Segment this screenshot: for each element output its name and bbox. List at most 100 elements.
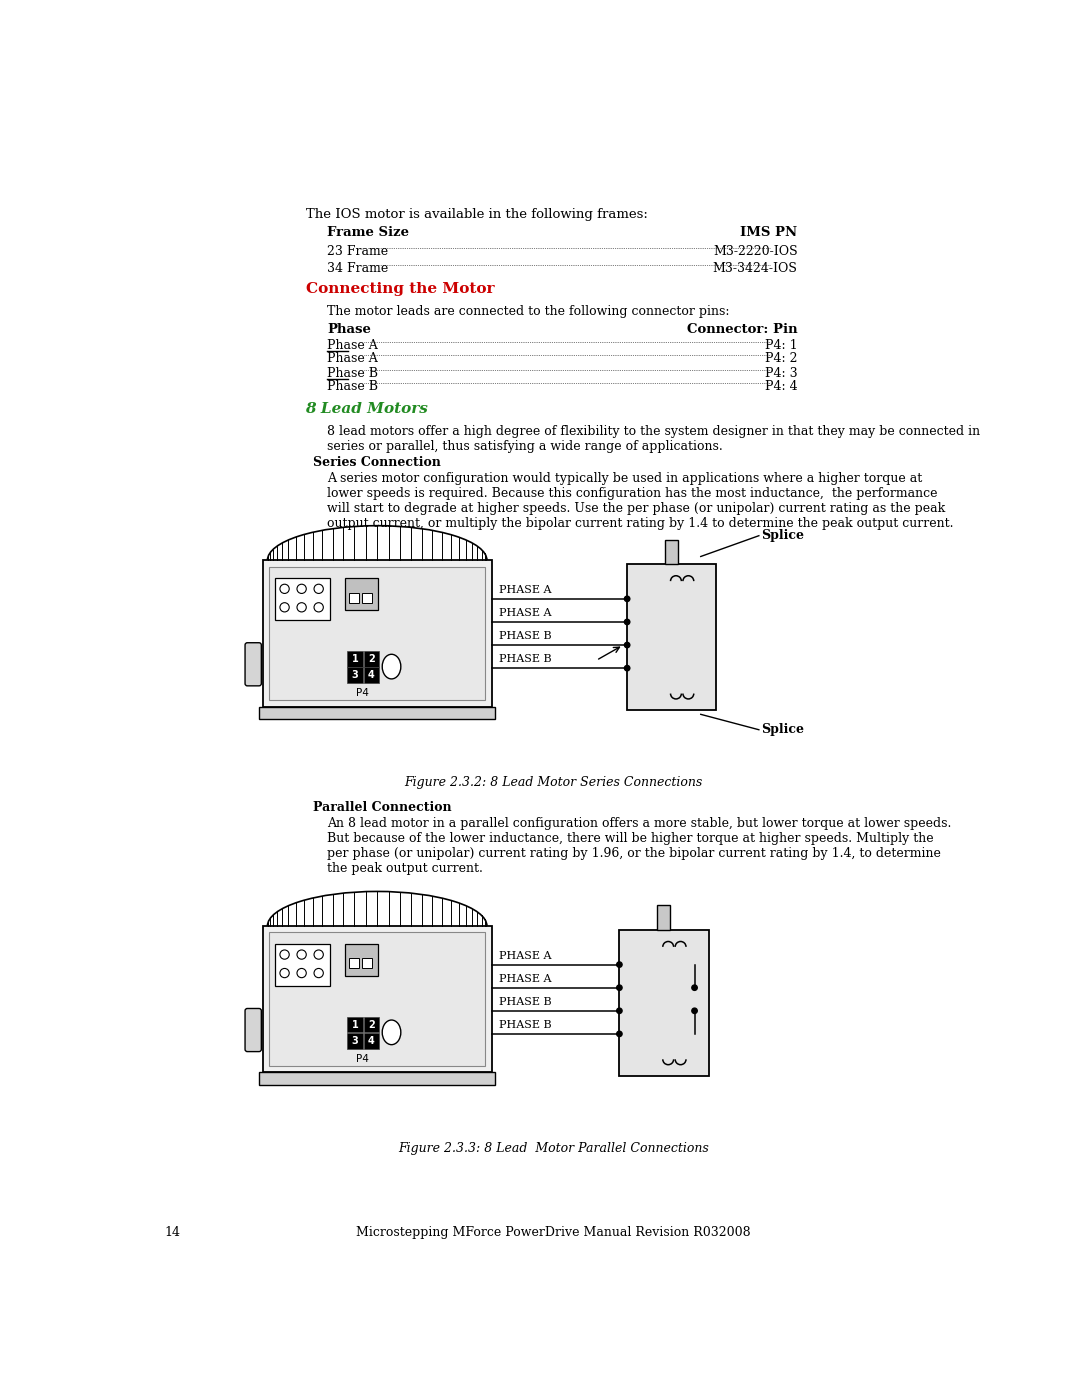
Text: 4: 4 xyxy=(368,1035,375,1046)
Text: PHASE B: PHASE B xyxy=(499,1020,552,1030)
Text: P4: 4: P4: 4 xyxy=(765,380,798,393)
Text: 2: 2 xyxy=(368,1020,375,1030)
Text: PHASE A: PHASE A xyxy=(499,974,552,983)
Bar xyxy=(345,578,378,610)
Circle shape xyxy=(624,643,630,648)
Text: P4: P4 xyxy=(356,689,369,698)
Text: 14: 14 xyxy=(164,1225,180,1239)
Text: PHASE B: PHASE B xyxy=(499,631,552,641)
Bar xyxy=(658,905,670,930)
Text: The IOS motor is available in the following frames:: The IOS motor is available in the follow… xyxy=(306,208,647,221)
Bar xyxy=(627,564,716,711)
Bar xyxy=(269,932,485,1066)
Bar xyxy=(665,539,677,564)
Bar xyxy=(362,592,373,602)
Text: Splice: Splice xyxy=(761,529,805,542)
Circle shape xyxy=(297,584,307,594)
Bar xyxy=(348,651,363,666)
Ellipse shape xyxy=(382,654,401,679)
Bar xyxy=(259,1073,496,1084)
Text: 34 Frame: 34 Frame xyxy=(327,261,389,275)
Text: PHASE A: PHASE A xyxy=(499,951,552,961)
FancyBboxPatch shape xyxy=(245,1009,261,1052)
Bar xyxy=(275,944,329,986)
Text: PHASE A: PHASE A xyxy=(499,608,552,617)
FancyBboxPatch shape xyxy=(245,643,261,686)
Text: The motor leads are connected to the following connector pins:: The motor leads are connected to the fol… xyxy=(327,305,730,317)
Text: Connector: Pin: Connector: Pin xyxy=(687,323,798,337)
Circle shape xyxy=(617,1031,622,1037)
Circle shape xyxy=(624,597,630,602)
Bar xyxy=(364,651,379,666)
Circle shape xyxy=(617,963,622,967)
Text: PHASE B: PHASE B xyxy=(499,997,552,1007)
Circle shape xyxy=(280,950,289,960)
Text: P4: 3: P4: 3 xyxy=(765,367,798,380)
Text: Splice: Splice xyxy=(761,724,805,736)
Bar xyxy=(275,578,329,620)
Text: 1: 1 xyxy=(352,654,359,664)
Circle shape xyxy=(624,665,630,671)
Circle shape xyxy=(314,602,323,612)
Circle shape xyxy=(314,584,323,594)
Bar xyxy=(364,1034,379,1049)
Bar xyxy=(269,567,485,700)
Bar xyxy=(262,560,491,707)
Circle shape xyxy=(297,950,307,960)
Bar xyxy=(362,958,373,968)
Text: 4: 4 xyxy=(368,671,375,680)
Text: Figure 2.3.3: 8 Lead  Motor Parallel Connections: Figure 2.3.3: 8 Lead Motor Parallel Conn… xyxy=(399,1141,708,1155)
Text: 1: 1 xyxy=(352,1020,359,1030)
Text: 23 Frame: 23 Frame xyxy=(327,244,389,257)
Text: 8 lead motors offer a high degree of flexibility to the system designer in that : 8 lead motors offer a high degree of fle… xyxy=(327,425,981,453)
Circle shape xyxy=(617,985,622,990)
Text: 2: 2 xyxy=(368,654,375,664)
Bar xyxy=(364,1017,379,1032)
Text: P4: 2: P4: 2 xyxy=(765,352,798,365)
Text: PHASE B: PHASE B xyxy=(499,654,552,665)
Bar xyxy=(364,668,379,683)
Text: Frame Size: Frame Size xyxy=(327,226,409,239)
Bar xyxy=(348,1034,363,1049)
Text: Microstepping MForce PowerDrive Manual Revision R032008: Microstepping MForce PowerDrive Manual R… xyxy=(356,1225,751,1239)
Circle shape xyxy=(314,968,323,978)
Circle shape xyxy=(624,619,630,624)
Text: PHASE A: PHASE A xyxy=(499,585,552,595)
Bar xyxy=(349,958,359,968)
Bar xyxy=(348,668,363,683)
Bar xyxy=(619,930,708,1076)
Circle shape xyxy=(692,1009,698,1013)
Text: Figure 2.3.2: 8 Lead Motor Series Connections: Figure 2.3.2: 8 Lead Motor Series Connec… xyxy=(404,775,703,789)
Text: Connecting the Motor: Connecting the Motor xyxy=(306,282,494,296)
Text: 3: 3 xyxy=(352,671,359,680)
Bar xyxy=(262,926,491,1073)
Circle shape xyxy=(617,1009,622,1013)
Circle shape xyxy=(297,968,307,978)
Text: 3: 3 xyxy=(352,1035,359,1046)
Bar xyxy=(348,1017,363,1032)
Text: Series Connection: Series Connection xyxy=(313,457,441,469)
Text: An 8 lead motor in a parallel configuration offers a more stable, but lower torq: An 8 lead motor in a parallel configurat… xyxy=(327,817,951,875)
Text: A series motor configuration would typically be used in applications where a hig: A series motor configuration would typic… xyxy=(327,472,954,529)
Text: M3-3424-IOS: M3-3424-IOS xyxy=(713,261,798,275)
Circle shape xyxy=(280,602,289,612)
Circle shape xyxy=(314,950,323,960)
Bar xyxy=(345,944,378,977)
Text: IMS PN: IMS PN xyxy=(741,226,798,239)
Text: Phase A: Phase A xyxy=(327,338,378,352)
Bar xyxy=(259,707,496,719)
Text: Phase: Phase xyxy=(327,323,372,337)
Bar xyxy=(349,592,359,602)
Ellipse shape xyxy=(382,1020,401,1045)
Circle shape xyxy=(692,985,698,990)
Circle shape xyxy=(280,584,289,594)
Text: P4: P4 xyxy=(356,1053,369,1065)
Text: M3-2220-IOS: M3-2220-IOS xyxy=(713,244,798,257)
Text: Phase A: Phase A xyxy=(327,352,378,365)
Text: P4: 1: P4: 1 xyxy=(765,338,798,352)
Text: Parallel Connection: Parallel Connection xyxy=(313,800,451,813)
Text: Phase B: Phase B xyxy=(327,367,378,380)
Text: Phase B: Phase B xyxy=(327,380,378,393)
Circle shape xyxy=(297,602,307,612)
Text: 8 Lead Motors: 8 Lead Motors xyxy=(306,402,429,416)
